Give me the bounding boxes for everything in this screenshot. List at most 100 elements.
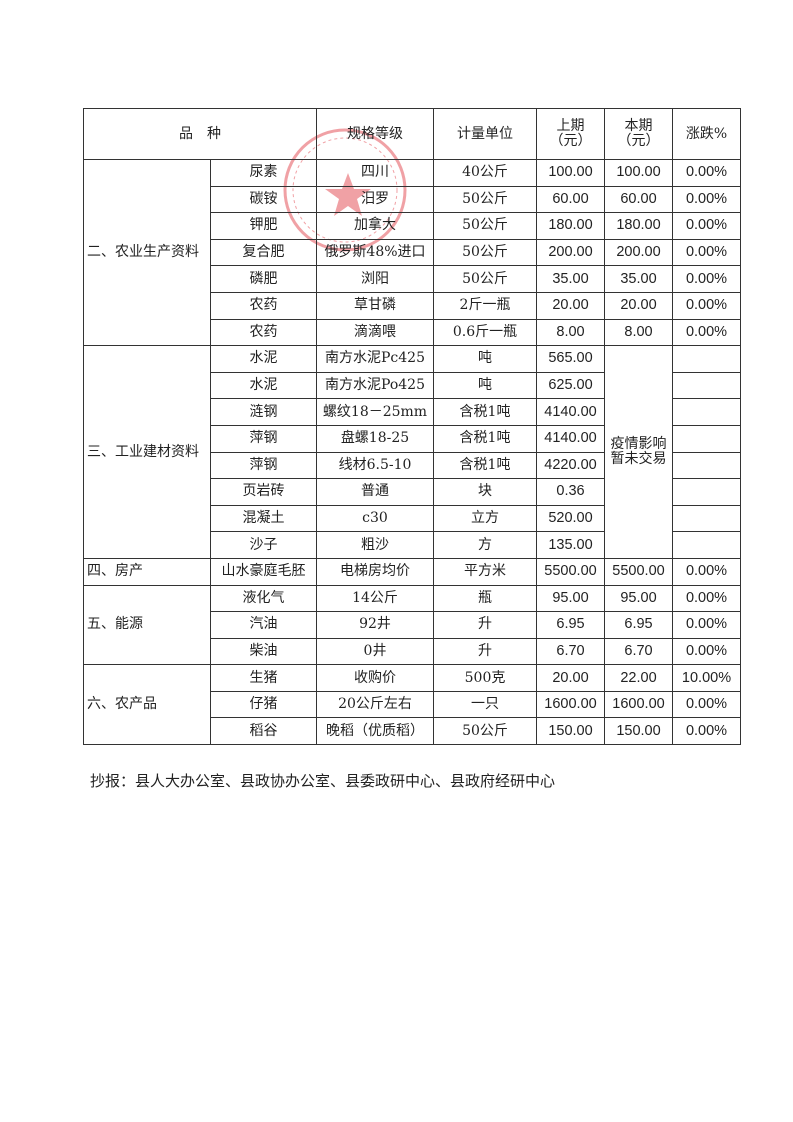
curr-price-cell: 6.70 — [604, 637, 673, 666]
unit-cell: 0.6斤一瓶 — [433, 318, 537, 347]
change-cell — [672, 478, 741, 506]
change-cell: 0.00% — [672, 690, 741, 719]
item-cell: 稻谷 — [210, 717, 317, 746]
spec-cell: 20公斤左右 — [316, 690, 434, 719]
item-cell: 复合肥 — [210, 238, 317, 267]
table-row: 混凝土 c30 立方 520.00 — [84, 504, 741, 533]
prev-price-cell: 95.00 — [536, 584, 605, 613]
prev-price-cell: 200.00 — [536, 238, 605, 267]
header-variety: 品 种 — [83, 108, 317, 160]
unit-cell: 吨 — [433, 371, 537, 400]
prev-price-cell: 1600.00 — [536, 690, 605, 719]
table-row: 汽油 92井升 6.95 6.95 0.00% — [84, 611, 741, 639]
spec-cell: 四川 — [316, 159, 434, 187]
spec-cell: 加拿大 — [316, 212, 434, 240]
header-prev: 上期 （元） — [536, 108, 605, 160]
item-cell: 仔猪 — [210, 690, 317, 719]
curr-price-cell: 100.00 — [604, 159, 673, 187]
change-cell: 0.00% — [672, 557, 741, 586]
unit-cell: 平方米 — [433, 557, 537, 586]
item-cell: 页岩砖 — [210, 478, 317, 506]
item-cell: 涟钢 — [210, 398, 317, 426]
change-cell: 0.00% — [672, 318, 741, 347]
table-row: 涟钢 螺纹18－25mm 含税1吨 4140.00 — [84, 398, 741, 426]
unit-cell: 500克 — [433, 664, 537, 692]
item-cell: 萍钢 — [210, 451, 317, 480]
curr-price-cell: 5500.00 — [604, 557, 673, 586]
table-row: 二、农业生产资料 尿素 四川 40公斤 100.00 100.00 0.00% — [83, 158, 741, 347]
item-cell: 山水豪庭毛胚 — [210, 557, 317, 586]
header-change: 涨跌% — [672, 108, 741, 160]
change-cell — [672, 424, 741, 453]
curr-price-cell: 150.00 — [604, 717, 673, 746]
curr-price-cell: 1600.00 — [604, 690, 673, 719]
category-cell: 五、能源 — [83, 584, 211, 666]
prev-price-cell: 20.00 — [536, 664, 605, 692]
unit-cell: 立方 — [433, 504, 537, 533]
table-row: 稻谷 晚稻（优质稻） 50公斤 150.00 150.00 0.00% — [84, 717, 741, 746]
spec-cell: 0井 — [316, 637, 434, 666]
prev-price-cell: 6.70 — [536, 637, 605, 666]
spec-cell: 南方水泥Pc425 — [316, 345, 434, 373]
item-cell: 柴油 — [210, 637, 317, 666]
item-cell: 液化气 — [210, 584, 317, 613]
change-cell — [672, 345, 741, 373]
change-cell: 0.00% — [672, 238, 741, 267]
item-cell: 尿素 — [210, 159, 317, 187]
change-cell — [672, 398, 741, 426]
table-row: 农药 草甘磷 2斤一瓶 20.00 20.00 0.00% — [84, 291, 741, 320]
spec-cell: 晚稻（优质稻） — [316, 717, 434, 746]
change-cell: 10.00% — [672, 664, 741, 692]
table-row: 页岩砖 普通块 0.36 — [84, 478, 741, 506]
table-row: 六、农产品 生猪 收购价 500克 20.00 22.00 10.00% — [83, 664, 741, 746]
prev-price-cell: 60.00 — [536, 185, 605, 214]
table-row: 柴油 0井升 6.70 6.70 0.00% — [84, 637, 741, 666]
spec-cell: 俄罗斯48%进口 — [316, 238, 434, 267]
curr-price-cell: 35.00 — [604, 265, 673, 293]
category-cell: 四、房产 — [83, 557, 211, 586]
table-row: 三、工业建材资料 水泥 南方水泥Pc425 吨 565.00 疫情影响 暂未交易 — [83, 345, 741, 559]
spec-cell: 92井 — [316, 611, 434, 639]
unit-cell: 50公斤 — [433, 238, 537, 267]
curr-price-note-cell: 疫情影响 暂未交易 — [604, 345, 673, 559]
table-row: 仔猪 20公斤左右 一只 1600.00 1600.00 0.00% — [84, 690, 741, 719]
spec-cell: 南方水泥Po425 — [316, 371, 434, 400]
prev-price-cell: 0.36 — [536, 478, 605, 506]
change-cell: 0.00% — [672, 584, 741, 613]
header-unit: 计量单位 — [433, 108, 537, 160]
curr-price-cell: 22.00 — [604, 664, 673, 692]
spec-cell: 电梯房均价 — [316, 557, 434, 586]
spec-cell: 普通 — [316, 478, 434, 506]
spec-cell: 14公斤 — [316, 584, 434, 613]
prev-price-cell: 8.00 — [536, 318, 605, 347]
change-cell: 0.00% — [672, 717, 741, 746]
table-row: 钾肥 加拿大 50公斤 180.00 180.00 0.00% — [84, 212, 741, 240]
category-cell: 二、农业生产资料 — [83, 158, 211, 347]
unit-cell: 50公斤 — [433, 212, 537, 240]
prev-price-cell: 5500.00 — [536, 557, 605, 586]
curr-price-cell: 6.95 — [604, 611, 673, 639]
change-cell: 0.00% — [672, 265, 741, 293]
unit-cell: 50公斤 — [433, 185, 537, 214]
curr-price-cell: 200.00 — [604, 238, 673, 267]
unit-cell: 瓶 — [433, 584, 537, 613]
table-row: 水泥 南方水泥Po425 吨 625.00 — [84, 371, 741, 400]
curr-price-cell: 180.00 — [604, 212, 673, 240]
change-cell — [672, 504, 741, 533]
header-curr: 本期 （元） — [604, 108, 673, 160]
item-cell: 混凝土 — [210, 504, 317, 533]
prev-price-cell: 100.00 — [536, 159, 605, 187]
unit-cell: 块 — [433, 478, 537, 506]
spec-cell: 滴滴喂 — [316, 318, 434, 347]
table-row: 复合肥 俄罗斯48%进口 50公斤 200.00 200.00 0.00% — [84, 238, 741, 267]
prev-price-cell: 565.00 — [536, 345, 605, 373]
unit-cell: 一只 — [433, 690, 537, 719]
item-cell: 钾肥 — [210, 212, 317, 240]
item-cell: 萍钢 — [210, 424, 317, 453]
unit-cell: 含税1吨 — [433, 451, 537, 480]
prev-price-cell: 4220.00 — [536, 451, 605, 480]
spec-cell: 浏阳 — [316, 265, 434, 293]
prev-price-cell: 35.00 — [536, 265, 605, 293]
change-cell: 0.00% — [672, 291, 741, 320]
item-cell: 汽油 — [210, 611, 317, 639]
